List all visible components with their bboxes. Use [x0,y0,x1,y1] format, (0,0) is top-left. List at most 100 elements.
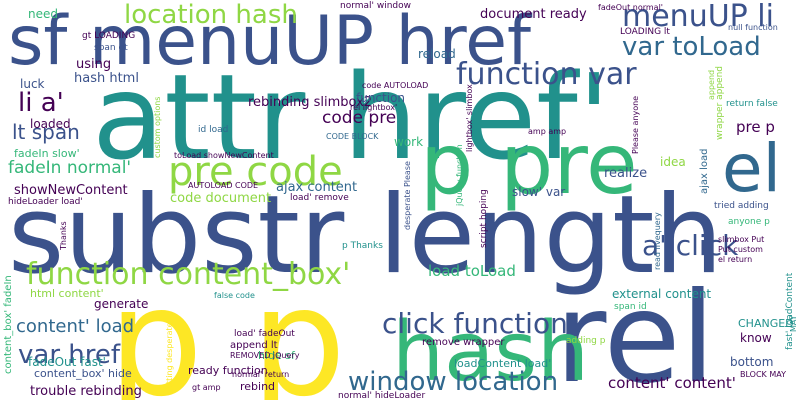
word-reload: reload [418,47,456,61]
word-remove-wrapper: remove wrapper [422,337,505,348]
word-el: el [722,130,781,207]
word-span-id: span id [614,302,647,312]
word-var-toload: var toLoad [622,32,761,62]
word-removed-jquery: REMOVED jQuery [230,351,300,360]
word-idea: idea [660,155,686,169]
word-location-hash: location hash [124,0,298,30]
word-normal-window: normal' window [340,1,412,11]
word-click-function: click function [382,307,568,340]
word-wrapper-append: wrapper append [715,66,725,140]
word-hash-html: hash html [74,71,139,86]
word-fadein-slow: fadeIn slow' [14,147,80,160]
word-loading-lt: LOADING lt [620,27,670,37]
word-gt-loading: gt LOADING [82,31,136,41]
word-rebinding-slimbox2: rebinding slimbox2 [248,95,373,110]
word-block-may: BLOCK MAY [740,370,786,379]
word-rel: rel [555,266,716,400]
word-span-gt: span gt [94,43,128,53]
word-custom-options: custom options [153,96,162,158]
word-attr-href: attr href' [92,48,611,186]
word-rebind: rebind [240,380,276,393]
word-ajax-load: ajax load [699,148,710,194]
word-hideloader-load: hideLoader load' [8,197,83,207]
word-p-pre: p pre [420,115,638,213]
word-append: append [707,69,716,100]
word-li-a: li a' [18,88,64,118]
word-fadeout-normal: fadeOut normal' [598,3,663,12]
word-function: function [356,91,406,105]
word-load-remove: load' remove [290,193,349,203]
word-read-livequery: read livequery [653,212,662,270]
word-slimbox-put: slimbox Put [718,235,765,244]
word-may: MAY [789,315,798,332]
word-id-load: id load [198,125,229,135]
word-menuup-li: menuUP li [622,0,774,34]
word-lt-span: lt span [12,120,80,144]
word-shownewcontent: showNewContent [14,183,128,198]
word-sf-menuup-href: sf menuUP href [8,2,531,81]
word-content-box-hide: content_box' hide [34,367,132,380]
word-amp-amp: amp amp [528,127,567,136]
word-loadcontent-load: loadContent load' [454,357,552,370]
word-changed: CHANGED [738,317,794,330]
word-getting-desperate: getting desperate [165,322,174,394]
word-fadeout-fast: fadeOut fast' [28,355,106,369]
word-fast-loadcontent: fast' loadContent [785,272,795,350]
word-anyone-p: anyone p [728,217,770,227]
word-fadein-normal: fadeIn normal' [8,158,132,178]
word-window-location: window location [348,367,559,397]
word-code-pre: code pre [322,108,397,128]
word-slow-var: slow' var [512,185,566,199]
word-substr-length: substr length [8,173,723,298]
word-append-lt: append lt [230,340,278,351]
word-bottom: bottom [730,355,774,369]
word-hash: hash [392,305,589,400]
word-need: need [28,7,58,21]
word-p-p: p p [108,256,347,400]
word-html-content: html content' [30,287,104,300]
word-var-href: var href [18,340,121,370]
word-rel-lightbox: rel lightbox' [350,103,398,112]
word-generate: generate [94,297,149,311]
word-external-content: external content [612,287,712,301]
word-normal-hideloader: normal' hideLoader [338,391,426,400]
word-luck: luck [20,77,45,91]
word-please-anyone: Please anyone [631,95,640,154]
word-gt-amp: gt amp [192,383,221,392]
word-trouble-rebinding: trouble rebinding [30,384,142,399]
word-content-content: content' content' [608,374,736,392]
word-p-thanks: p Thanks [342,241,383,251]
word-normal-return: normal' return [232,370,290,379]
word-using: using [76,57,112,72]
word-work: work [394,135,424,149]
word-thanks: Thanks [59,221,68,250]
word-lightbox-slimbox: lightbox' slimbox [465,84,474,152]
word-adding-p: adding p [566,336,606,346]
word-function-var: function var [456,57,637,92]
word-autoload-code: AUTOLOAD CODE [188,181,259,190]
word-realize: realize [604,166,648,181]
word-function-content-box: function content_box' [26,257,351,292]
word-pre-p: pre p [736,118,775,136]
word-loaded: loaded [30,117,71,131]
word-code-document: code document [170,191,272,206]
word-jquery-function: jQuery function [455,144,464,206]
word-null-function: null function [728,23,778,32]
word-code-block: CODE BLOCK [326,132,379,141]
word-hide-sf: hide sf [258,349,295,362]
word-put-custom: Put custom [718,245,763,254]
word-content-load: content' load [16,316,135,337]
word-toload-shownewcontent: toLoad showNewContent [174,151,274,160]
word-document-ready: document ready [480,7,587,22]
word-script-hoping: script hoping [479,189,489,248]
word-tried-adding: tried adding [714,201,769,211]
word-code-autoload: code AUTOLOAD [362,81,429,90]
word-load-toload: load toLoad [428,262,516,280]
word-return-false: return false [726,99,778,109]
word-know: know [740,331,772,345]
word-false-code: false code [214,291,255,300]
word-a-click: a' click [642,229,739,262]
word-el-return: el return [718,255,753,264]
word-ajax-content: ajax content [276,180,358,195]
